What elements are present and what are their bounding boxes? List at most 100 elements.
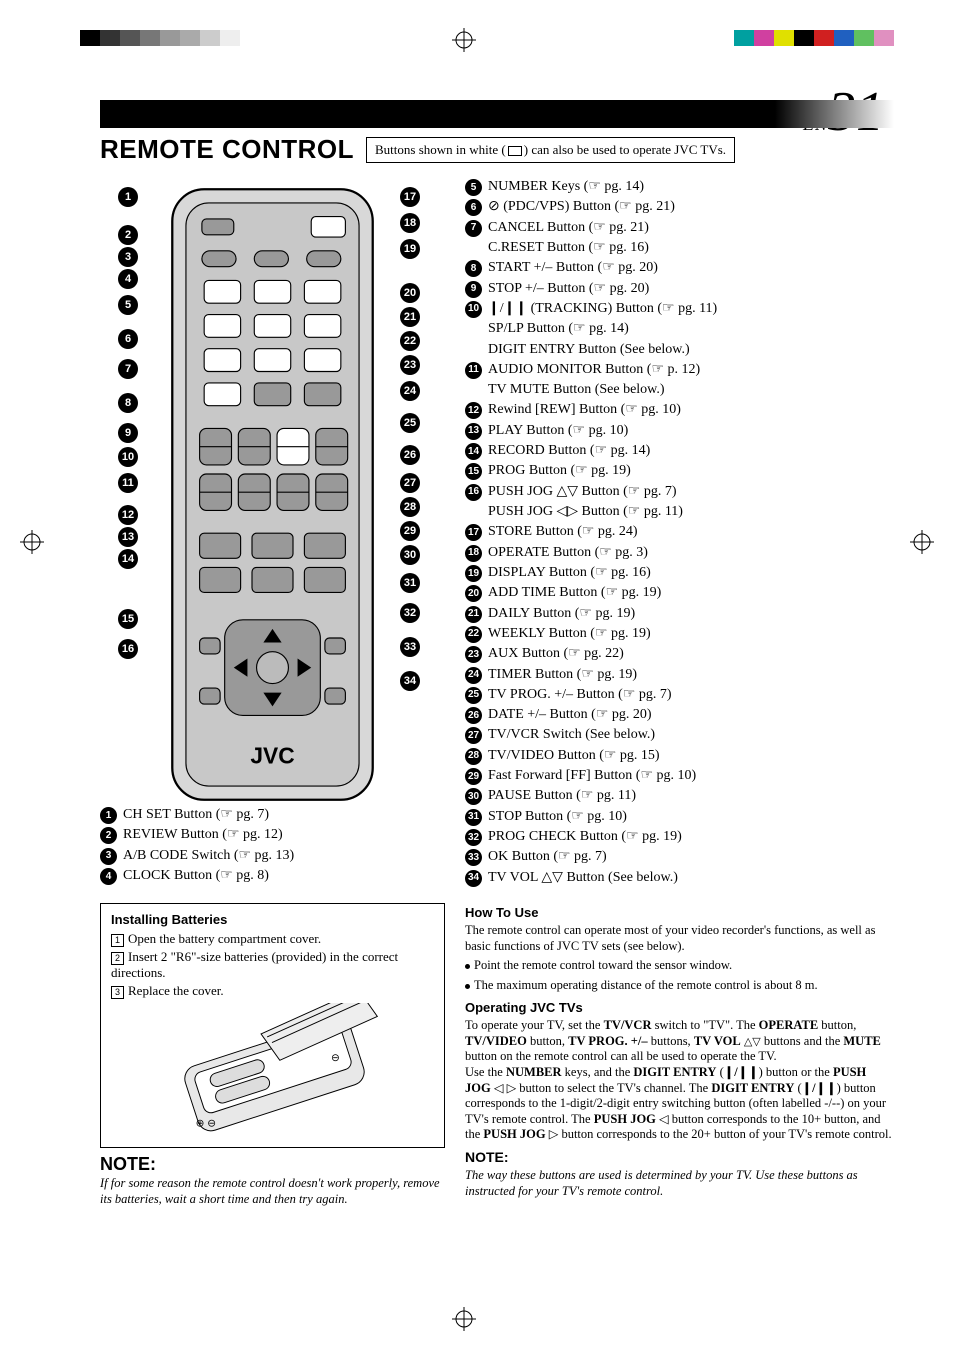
ref-item-34: 34TV VOL △▽ Button (See below.) <box>465 868 894 887</box>
callout-34: 34 <box>400 671 420 691</box>
callout-30: 30 <box>400 545 420 565</box>
ref-item-23: 23AUX Button (☞ pg. 22) <box>465 644 894 663</box>
battery-illustration: ⊕ ⊖ ⊖ <box>128 1003 418 1138</box>
callout-2: 2 <box>118 225 138 245</box>
ref-item-cont: PUSH JOG ◁▷ Button (☞ pg. 11) <box>465 502 894 521</box>
callout-32: 32 <box>400 603 420 623</box>
note-left-title: NOTE: <box>100 1154 445 1175</box>
callout-17: 17 <box>400 187 420 207</box>
callout-28: 28 <box>400 497 420 517</box>
colorbar-left <box>80 30 240 46</box>
ref-item-29: 29Fast Forward [FF] Button (☞ pg. 10) <box>465 766 894 785</box>
ref-item-cont: TV MUTE Button (See below.) <box>465 380 894 399</box>
ref-item-6: 6⊘ (PDC/VPS) Button (☞ pg. 21) <box>465 197 894 216</box>
ref-item-15: 15PROG Button (☞ pg. 19) <box>465 461 894 480</box>
register-mark <box>452 28 476 52</box>
ref-item-14: 14RECORD Button (☞ pg. 14) <box>465 441 894 460</box>
ref-item-26: 26DATE +/– Button (☞ pg. 20) <box>465 705 894 724</box>
callout-11: 11 <box>118 473 138 493</box>
section-title: REMOTE CONTROL <box>100 134 354 165</box>
callout-27: 27 <box>400 473 420 493</box>
install-step-2: 2Insert 2 "R6"-size batteries (provided)… <box>111 949 434 981</box>
ref-item-7: 7CANCEL Button (☞ pg. 21) <box>465 218 894 237</box>
remote-diagram: JVC 12345678910111213141516 171819202122… <box>100 177 445 797</box>
howto-bullet-2: The maximum operating distance of the re… <box>474 978 818 992</box>
ref-item-25: 25TV PROG. +/– Button (☞ pg. 7) <box>465 685 894 704</box>
ref-item-11: 11AUDIO MONITOR Button (☞ p. 12) <box>465 360 894 379</box>
ref-item-12: 12Rewind [REW] Button (☞ pg. 10) <box>465 400 894 419</box>
install-step-3: 3Replace the cover. <box>111 983 434 999</box>
ref-item-31: 31STOP Button (☞ pg. 10) <box>465 807 894 826</box>
ref-item-22: 22WEEKLY Button (☞ pg. 19) <box>465 624 894 643</box>
callout-7: 7 <box>118 359 138 379</box>
callout-10: 10 <box>118 447 138 467</box>
ref-item-13: 13PLAY Button (☞ pg. 10) <box>465 421 894 440</box>
callout-20: 20 <box>400 283 420 303</box>
ref-item-32: 32PROG CHECK Button (☞ pg. 19) <box>465 827 894 846</box>
ref-item-2: 2REVIEW Button (☞ pg. 12) <box>100 825 445 844</box>
ref-item-9: 9STOP +/– Button (☞ pg. 20) <box>465 279 894 298</box>
ref-item-17: 17STORE Button (☞ pg. 24) <box>465 522 894 541</box>
operating-tvs-text: To operate your TV, set the TV/VCR switc… <box>465 1018 894 1143</box>
install-step-1: 1Open the battery compartment cover. <box>111 931 434 947</box>
callout-29: 29 <box>400 521 420 541</box>
callout-9: 9 <box>118 423 138 443</box>
left-reference-list: 1CH SET Button (☞ pg. 7)2REVIEW Button (… <box>100 805 445 885</box>
ref-item-16: 16PUSH JOG △▽ Button (☞ pg. 7) <box>465 482 894 501</box>
subtitle-box: Buttons shown in white () can also be us… <box>366 137 735 163</box>
ref-item-cont: DIGIT ENTRY Button (See below.) <box>465 340 894 359</box>
callout-31: 31 <box>400 573 420 593</box>
howto-intro: The remote control can operate most of y… <box>465 923 894 954</box>
right-reference-list: 5NUMBER Keys (☞ pg. 14)6⊘ (PDC/VPS) Butt… <box>465 177 894 887</box>
ref-item-33: 33OK Button (☞ pg. 7) <box>465 847 894 866</box>
colorbar-right <box>734 30 894 46</box>
ref-item-28: 28TV/VIDEO Button (☞ pg. 15) <box>465 746 894 765</box>
ref-item-8: 8START +/– Button (☞ pg. 20) <box>465 258 894 277</box>
callout-13: 13 <box>118 527 138 547</box>
register-mark <box>910 530 934 554</box>
callout-21: 21 <box>400 307 420 327</box>
ref-item-19: 19DISPLAY Button (☞ pg. 16) <box>465 563 894 582</box>
callout-19: 19 <box>400 239 420 259</box>
ref-item-1: 1CH SET Button (☞ pg. 7) <box>100 805 445 824</box>
operating-tvs-title: Operating JVC TVs <box>465 1000 894 1016</box>
howto-title: How To Use <box>465 905 894 921</box>
svg-text:⊖: ⊖ <box>330 1053 339 1064</box>
remote-illustration: JVC <box>170 187 375 802</box>
how-to-use: How To Use The remote control can operat… <box>465 905 894 1199</box>
ref-item-10: 10❙/❙❙ (TRACKING) Button (☞ pg. 11) <box>465 299 894 318</box>
callout-26: 26 <box>400 445 420 465</box>
ref-item-18: 18OPERATE Button (☞ pg. 3) <box>465 543 894 562</box>
callout-23: 23 <box>400 355 420 375</box>
howto-bullet-1: Point the remote control toward the sens… <box>474 958 732 972</box>
note-left-text: If for some reason the remote control do… <box>100 1175 445 1208</box>
callout-8: 8 <box>118 393 138 413</box>
ref-item-24: 24TIMER Button (☞ pg. 19) <box>465 665 894 684</box>
ref-item-4: 4CLOCK Button (☞ pg. 8) <box>100 866 445 885</box>
ref-item-cont: C.RESET Button (☞ pg. 16) <box>465 238 894 257</box>
callout-3: 3 <box>118 247 138 267</box>
register-mark <box>20 530 44 554</box>
callout-14: 14 <box>118 549 138 569</box>
callout-15: 15 <box>118 609 138 629</box>
callout-5: 5 <box>118 295 138 315</box>
callout-18: 18 <box>400 213 420 233</box>
callout-33: 33 <box>400 637 420 657</box>
callout-16: 16 <box>118 639 138 659</box>
callout-25: 25 <box>400 413 420 433</box>
install-title: Installing Batteries <box>111 912 434 927</box>
callout-22: 22 <box>400 331 420 351</box>
note-right-text: The way these buttons are used is determ… <box>465 1167 894 1200</box>
ref-item-30: 30PAUSE Button (☞ pg. 11) <box>465 786 894 805</box>
callout-12: 12 <box>118 505 138 525</box>
brand-label: JVC <box>250 742 294 768</box>
ref-item-21: 21DAILY Button (☞ pg. 19) <box>465 604 894 623</box>
callout-1: 1 <box>118 187 138 207</box>
ref-item-cont: SP/LP Button (☞ pg. 14) <box>465 319 894 338</box>
callout-6: 6 <box>118 329 138 349</box>
note-right-title: NOTE: <box>465 1149 894 1167</box>
callout-24: 24 <box>400 381 420 401</box>
ref-item-5: 5NUMBER Keys (☞ pg. 14) <box>465 177 894 196</box>
ref-item-27: 27TV/VCR Switch (See below.) <box>465 725 894 744</box>
install-batteries-box: Installing Batteries 1Open the battery c… <box>100 903 445 1147</box>
